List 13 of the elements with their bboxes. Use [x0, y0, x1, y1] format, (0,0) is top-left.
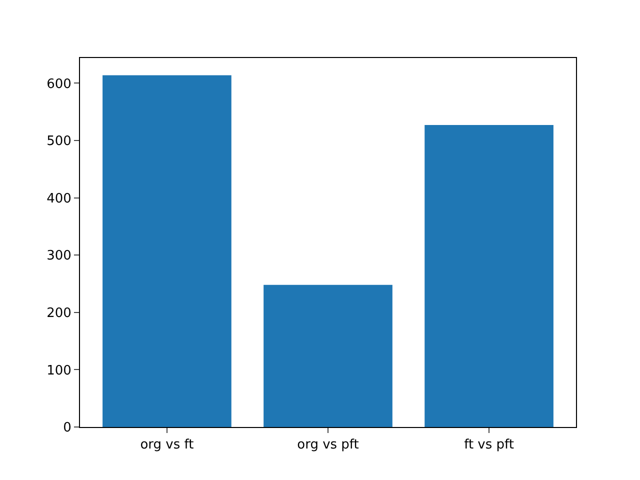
x-tick-label: ft vs pft	[464, 438, 514, 453]
y-tick-label: 100	[46, 363, 72, 378]
y-tick-label: 300	[46, 248, 72, 264]
bar	[102, 75, 232, 427]
y-tick-label: 500	[46, 134, 72, 150]
y-tick-label: 200	[46, 306, 72, 321]
x-tick-label: org vs ft	[140, 438, 194, 453]
bar	[424, 125, 554, 427]
y-tick-label: 600	[46, 76, 72, 92]
bar	[264, 284, 392, 427]
y-tick-label: 400	[46, 191, 72, 206]
y-tick-label: 0	[63, 420, 72, 436]
x-tick-label: org vs pft	[297, 438, 359, 453]
